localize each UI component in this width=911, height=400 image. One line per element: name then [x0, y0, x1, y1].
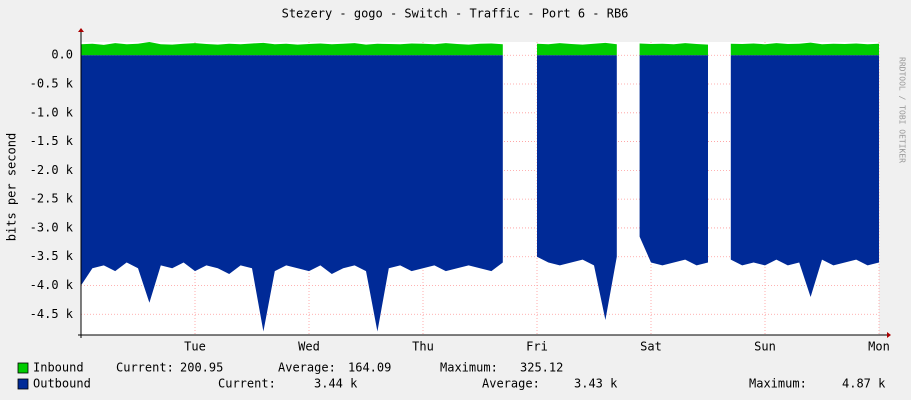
y-tick-label: -2.0 k: [30, 163, 74, 177]
legend-text: Average:: [482, 377, 540, 391]
y-tick-label: -4.0 k: [30, 278, 74, 292]
legend-text: 200.95: [180, 361, 223, 375]
x-tick-label: Mon: [868, 340, 890, 354]
y-tick-label: -0.5 k: [30, 77, 74, 91]
y-tick-label: -4.5 k: [30, 307, 74, 321]
watermark: RRDTOOL / TOBI OETIKER: [898, 57, 907, 163]
legend-text: 3.44 k: [314, 377, 358, 391]
x-tick-label: Sun: [754, 340, 776, 354]
y-tick-label: -2.5 k: [30, 192, 74, 206]
legend-text: Inbound: [33, 361, 84, 375]
y-axis-label: bits per second: [5, 133, 19, 241]
legend-text: 3.43 k: [574, 377, 618, 391]
legend-text: Maximum:: [749, 377, 807, 391]
legend-swatch: [17, 362, 29, 374]
y-tick-label: -1.5 k: [30, 134, 74, 148]
x-tick-label: Sat: [640, 340, 662, 354]
legend-text: 4.87 k: [842, 377, 886, 391]
area: [81, 42, 879, 56]
x-tick-label: Tue: [184, 340, 206, 354]
x-tick-label: Fri: [526, 340, 548, 354]
legend-text: Outbound: [33, 377, 91, 391]
legend-text: 325.12: [520, 361, 563, 375]
legend-text: Current:: [116, 361, 174, 375]
y-tick-label: -3.5 k: [30, 249, 74, 263]
legend-text: Average:: [278, 361, 336, 375]
legend-text: 164.09: [348, 361, 391, 375]
y-tick-label: -3.0 k: [30, 220, 74, 234]
axis-arrow: [887, 332, 891, 338]
y-tick-label: -1.0 k: [30, 105, 74, 119]
legend-text: Current:: [218, 377, 276, 391]
legend-text: Maximum:: [440, 361, 498, 375]
y-tick-label: 0.0: [51, 48, 73, 62]
chart-title: Stezery - gogo - Switch - Traffic - Port…: [282, 7, 629, 21]
x-tick-label: Wed: [298, 340, 320, 354]
area: [81, 55, 879, 332]
x-tick-label: Thu: [412, 340, 434, 354]
legend-swatch: [17, 378, 29, 390]
axis-arrow: [78, 28, 84, 32]
